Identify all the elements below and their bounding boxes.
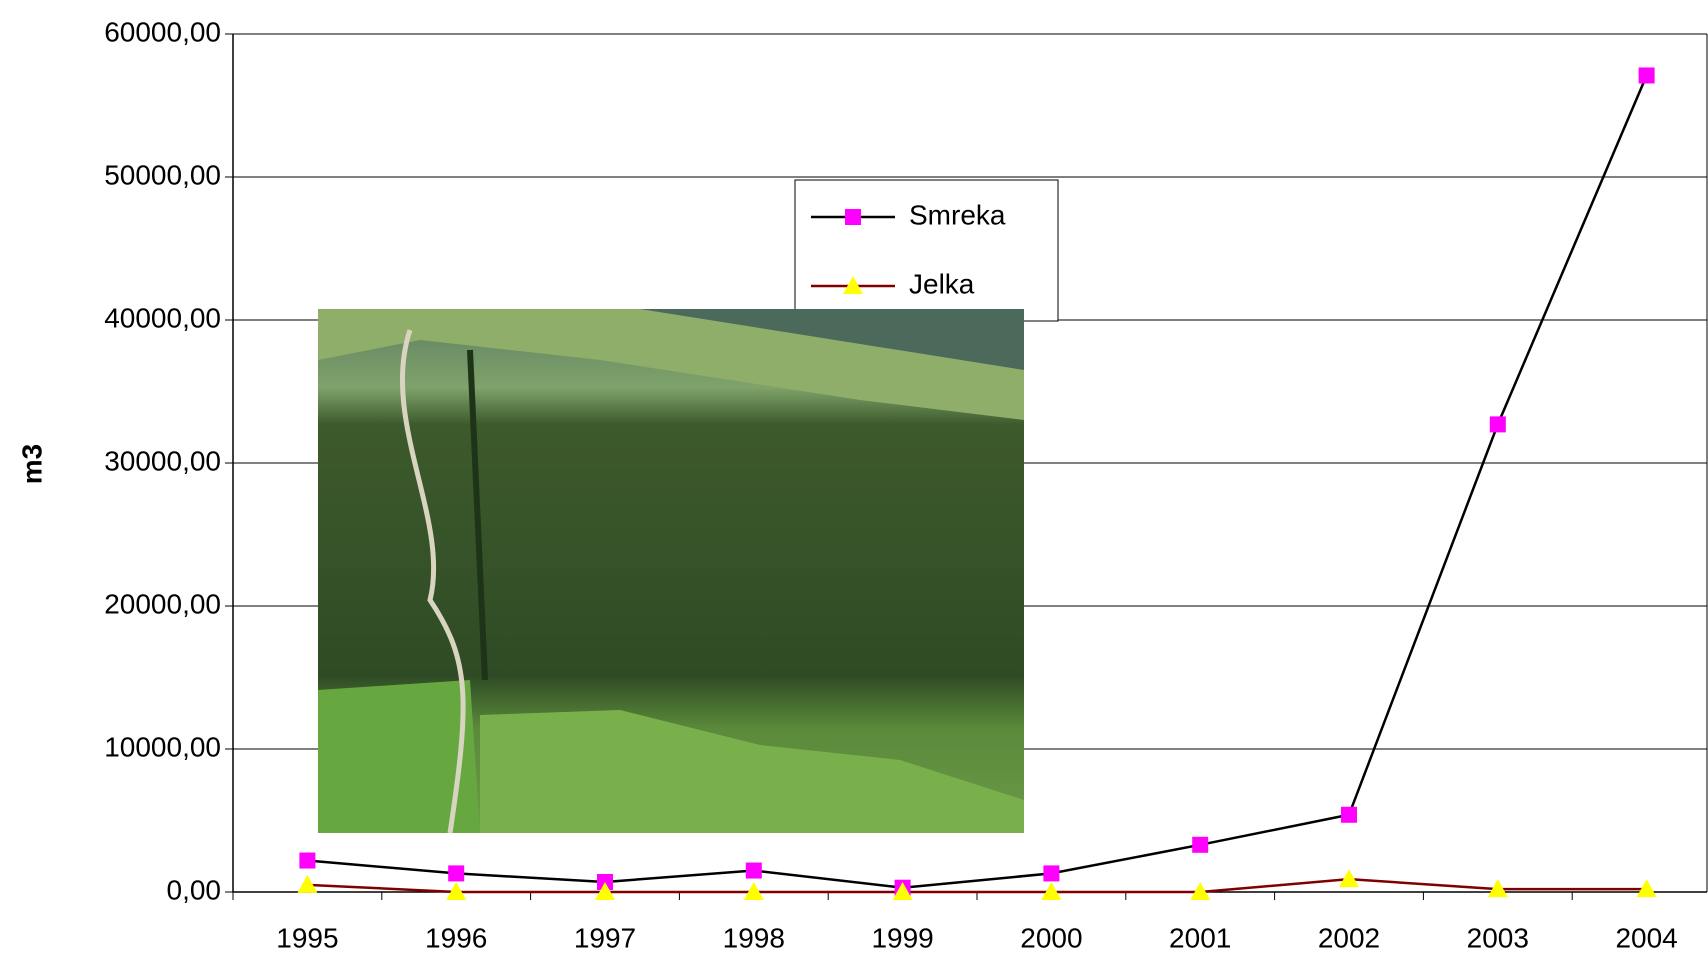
- y-tick-label: 10000,00: [104, 731, 221, 762]
- y-tick-label: 40000,00: [104, 302, 221, 333]
- x-tick-label: 2002: [1318, 922, 1380, 953]
- data-point: [1487, 879, 1508, 898]
- data-point: [1339, 869, 1359, 888]
- legend-label: Smreka: [909, 199, 1006, 230]
- x-tick-label: 2001: [1169, 922, 1231, 953]
- x-tick-label: 2000: [1020, 922, 1082, 953]
- x-tick-label: 1996: [425, 922, 487, 953]
- legend-box: [794, 179, 1059, 322]
- x-tick-label: 1995: [276, 922, 338, 953]
- x-tick-label: 1999: [871, 922, 933, 953]
- y-tick-label: 20000,00: [104, 588, 221, 619]
- data-point: [745, 862, 762, 879]
- legend-marker: [845, 209, 861, 225]
- data-point: [1341, 806, 1357, 823]
- x-tick-label: 1997: [574, 922, 636, 953]
- photo-meadow2: [480, 710, 1024, 833]
- data-point: [446, 882, 467, 900]
- x-tick-label: 1998: [723, 922, 785, 953]
- y-tick-label: 50000,00: [104, 159, 221, 190]
- data-point: [743, 882, 764, 900]
- photo-road: [399, 329, 466, 834]
- photo-strip: [467, 349, 488, 681]
- y-tick-label: 30000,00: [104, 445, 221, 476]
- legend: Smreka Jelka: [794, 179, 1059, 322]
- data-point: [1489, 416, 1506, 433]
- data-point: [297, 874, 318, 893]
- data-point: [1636, 879, 1657, 898]
- data-point: [1043, 865, 1060, 882]
- photo-meadow: [318, 680, 480, 833]
- y-axis-title: m3: [16, 444, 47, 484]
- photo-hill: [640, 309, 1024, 370]
- y-tick-label: 0,00: [167, 874, 222, 905]
- data-point: [448, 865, 465, 882]
- data-point: [1041, 882, 1062, 900]
- data-point: [1192, 836, 1209, 853]
- data-point: [1190, 882, 1211, 900]
- data-point: [299, 852, 316, 869]
- data-point: [1638, 67, 1655, 84]
- y-tick-label: 60000,00: [104, 16, 221, 47]
- series-line: [307, 74, 1648, 889]
- legend-marker: [843, 276, 863, 294]
- data-point: [595, 882, 615, 900]
- legend-label: Jelka: [909, 268, 975, 299]
- series-line: [307, 877, 1647, 894]
- x-tick-label: 2004: [1615, 922, 1677, 953]
- data-point: [597, 873, 613, 890]
- data-point: [892, 882, 913, 900]
- photo: [318, 309, 1024, 834]
- x-tick-label: 2003: [1467, 922, 1529, 953]
